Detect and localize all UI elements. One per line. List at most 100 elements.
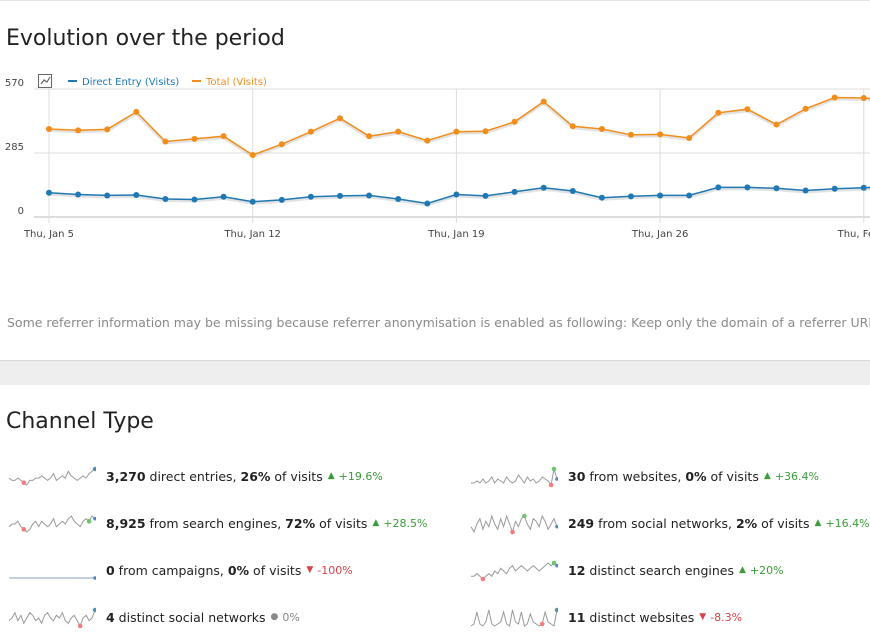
trend-delta: -8.3% [710,610,743,624]
data-point [482,128,489,135]
sparkline-min-point [21,527,27,532]
channel-row[interactable]: 8,925 from search engines, 72% of visits… [8,511,427,535]
channel-percent: 2% [735,515,758,531]
data-point [162,138,169,145]
sparkline-last-point [93,516,96,521]
trend-delta: -100% [317,563,353,577]
series-shadow [48,97,870,159]
trend-delta: 0% [282,610,300,624]
data-point [191,196,198,203]
series-shadow [48,187,870,207]
channel-row[interactable]: 12 distinct search engines ▲ +20% [470,558,784,582]
channel-row[interactable]: 4 distinct social networks ● 0% [8,605,300,629]
data-point [715,109,722,116]
data-point [831,94,838,101]
data-point [278,196,285,203]
channel-row-text: 12 distinct search engines [568,563,734,578]
channel-count: 8,925 [106,515,146,531]
data-point [46,189,52,196]
sparkline-min-point [548,482,554,488]
channel-label: distinct social networks [114,609,266,625]
sparkline-last-point [555,524,558,529]
channel-label: distinct search engines [585,562,734,578]
evolution-card: Evolution over the period 570 285 0 Thu, Ja… [0,0,870,330]
data-point [628,193,634,200]
data-point [220,193,227,200]
data-point [424,200,431,207]
sparkline-last-point [555,608,558,612]
sparkline-min-point [480,576,486,582]
x-tick-label: Thu, Jan 5 [23,229,74,240]
channel-row[interactable]: 30 from websites, 0% of visits ▲ +36.4% [470,464,819,488]
data-point [540,98,547,105]
channel-row[interactable]: 249 from social networks, 2% of visits ▲ +… [470,511,870,535]
channel-label: direct entries, [145,468,241,484]
sparkline-min-point [77,623,83,629]
data-point [628,131,634,138]
channel-percent: 0% [685,468,707,484]
data-point [395,128,402,135]
data-point [104,126,111,133]
channel-suffix: of visits [706,468,759,484]
data-point [569,123,576,130]
channel-row-text: 4 distinct social networks [106,610,266,625]
channel-row-text: 3,270 direct entries, 26% of visits [106,469,323,484]
trend-up-icon: ▲ [814,518,822,528]
channel-suffix: of visits [315,515,368,531]
chart-type-icon[interactable] [38,74,52,88]
data-point [744,106,751,113]
data-point [307,193,314,200]
sparkline-max-point [551,560,557,566]
data-point [220,133,227,140]
sparkline [8,515,96,533]
sparkline [470,607,558,627]
data-point [860,184,867,191]
data-point [773,121,780,128]
channel-percent: 0% [227,562,250,578]
data-point [831,185,838,192]
sparkline [471,560,558,582]
channel-count: 3,270 [106,468,146,484]
data-point [307,128,314,135]
channel-row[interactable]: 0 from campaigns, 0% of visits ▼ -100% [8,558,353,582]
sparkline [8,466,96,486]
data-point [75,191,82,198]
channel-count: 249 [568,515,595,531]
referrer-anonymisation-note: Some referrer information may be missing… [7,315,870,330]
data-point [802,105,809,112]
data-point [453,128,460,135]
sparkline [8,607,96,629]
sparkline-last-point [93,576,96,580]
data-point [657,192,664,199]
legend-label[interactable]: Direct Entry (Visits) [82,77,179,88]
section-divider [0,360,870,386]
data-point [337,192,343,199]
data-point [133,191,140,198]
channel-label: from social networks, [594,515,736,531]
evolution-title: Evolution over the period [6,26,285,51]
channel-row-text: 249 from social networks, 2% of visits [568,516,809,531]
channel-row-text: 11 distinct websites [568,610,694,625]
channel-row[interactable]: 11 distinct websites ▼ -8.3% [470,605,742,629]
channel-percent: 72% [285,515,316,531]
sparkline-last-point [555,563,558,568]
data-point [133,108,140,115]
channel-percent: 26% [240,468,271,484]
channel-count: 0 [106,562,115,578]
legend-label[interactable]: Total (Visits) [205,77,267,88]
data-point [366,192,373,199]
sparkline-min-point [539,621,545,627]
y-tick-label: 0 [18,206,24,217]
sparkline-last-point [93,467,96,471]
channel-count: 30 [568,468,586,484]
sparkline-min-point [510,529,515,535]
data-point [802,187,809,194]
trend-up-icon: ▲ [327,471,335,481]
channel-row[interactable]: 3,270 direct entries, 26% of visits ▲ +19.… [8,464,383,488]
channel-type-card: Channel Type 3,270 direct entries, 26% o… [0,385,870,634]
data-point [75,127,82,134]
channel-label: from search engines, [145,515,286,531]
data-point [598,194,605,201]
evolution-chart[interactable]: 570 285 0 Thu, Jan 5 Thu, Jan 12 Thu, Jan 19 T… [0,61,870,251]
trend-up-icon: ▲ [372,518,380,528]
